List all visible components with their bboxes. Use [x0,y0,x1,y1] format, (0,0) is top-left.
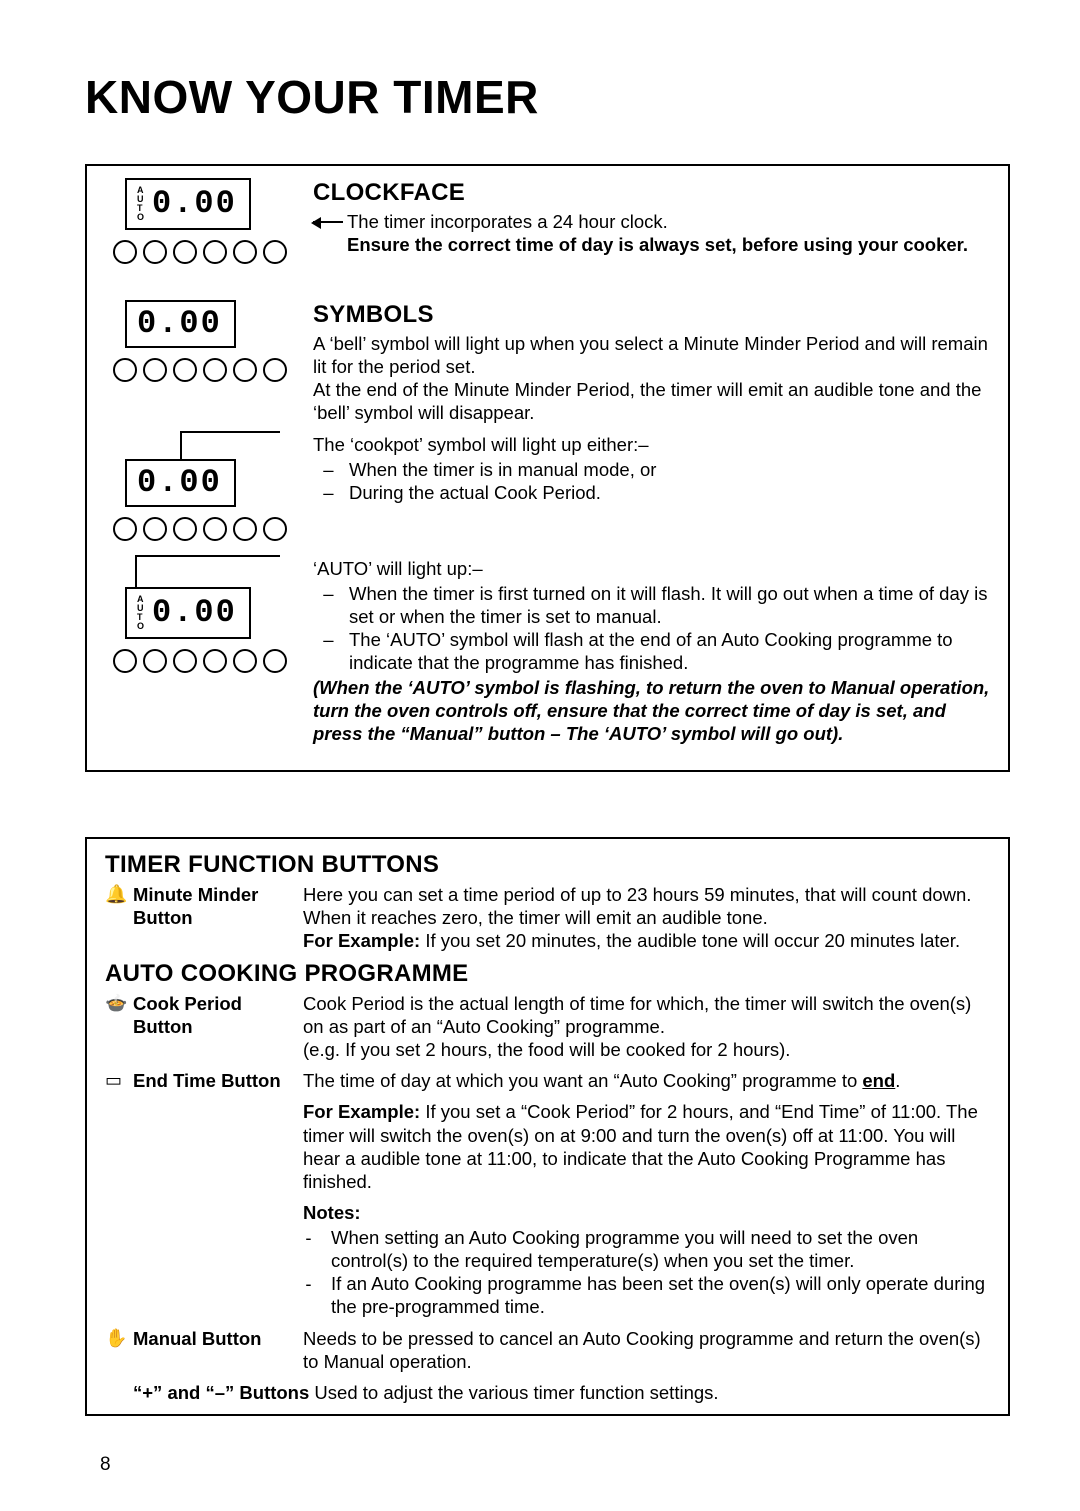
notes-heading: Notes: [303,1201,990,1224]
clockface-text-2: Ensure the correct time of day is always… [347,233,968,256]
clockface-display: AUTO 0.00 [125,178,251,230]
minute-minder-example: If you set 20 minutes, the audible tone … [420,930,960,951]
manual-icon: ✋ [105,1327,133,1373]
symbols-cookpot-item: When the timer is in manual mode, or [349,458,990,481]
timer-button-row [113,649,287,673]
minute-minder-desc: Here you can set a time period of up to … [303,884,971,928]
symbols-display-bell: 0.00 [125,300,236,348]
timer-function-buttons-box: Timer Function Buttons 🔔 Minute Minder B… [85,837,1010,1416]
manual-button-desc: Needs to be pressed to cancel an Auto Co… [303,1327,990,1373]
cook-period-desc: Cook Period is the actual length of time… [303,993,971,1037]
tfb-heading: Timer Function Buttons [105,851,990,879]
cook-period-eg: (e.g. If you set 2 hours, the food will … [303,1039,790,1060]
cook-period-label: Cook Period Button [133,992,303,1061]
end-time-label: End Time Button [133,1069,303,1092]
symbols-bell-text-2: At the end of the Minute Minder Period, … [313,378,990,424]
page-number: 8 [100,1454,111,1476]
know-your-timer-box: AUTO 0.00 Clockface The timer incorporat… [85,164,1010,772]
symbols-cookpot-item: During the actual Cook Period. [349,481,990,504]
notes-item: When setting an Auto Cooking programme y… [327,1226,990,1272]
clockface-text-1: The timer incorporates a 24 hour clock. [347,210,968,233]
timer-button-row [113,240,287,264]
example-label: For Example: [303,1101,420,1122]
auto-label: AUTO [137,186,144,222]
auto-label: AUTO [137,595,144,631]
symbols-auto-item: The ‘AUTO’ symbol will flash at the end … [349,628,990,674]
acp-heading: Auto Cooking Programme [105,960,990,988]
symbols-bell-text-1: A ‘bell’ symbol will light up when you s… [313,332,990,378]
symbols-display-cookpot: 0.00 [125,459,236,507]
timer-button-row [113,358,287,382]
timer-button-row [113,517,287,541]
plusminus-desc: Used to adjust the various timer functio… [309,1382,718,1403]
plusminus-label: “+” and “–” Buttons [133,1382,309,1403]
symbols-auto-note: (When the ‘AUTO’ symbol is flashing, to … [313,676,990,745]
clockface-heading: Clockface [313,178,990,208]
symbols-auto-intro: ‘AUTO’ will light up:– [313,557,990,580]
example-label: For Example: [303,930,420,951]
symbols-display-auto: AUTO 0.00 [125,587,251,639]
leader-arrow-icon [313,221,343,223]
symbols-auto-item: When the timer is first turned on it wil… [349,582,990,628]
bell-icon: 🔔 [105,883,133,952]
symbols-heading: Symbols [313,300,990,330]
display-value: 0.00 [152,188,237,220]
symbols-cookpot-intro: The ‘cookpot’ symbol will light up eithe… [313,433,990,456]
cookpot-icon: 🍲 [105,992,133,1061]
manual-button-label: Manual Button [133,1327,303,1373]
notes-item: If an Auto Cooking programme has been se… [327,1272,990,1318]
end-time-desc: The time of day at which you want an “Au… [303,1070,862,1091]
end-time-end-word: end [862,1070,895,1091]
page-title: Know Your Timer [85,70,1010,124]
minute-minder-label: Minute Minder Button [133,883,303,952]
end-time-icon: ▭ [105,1069,133,1092]
